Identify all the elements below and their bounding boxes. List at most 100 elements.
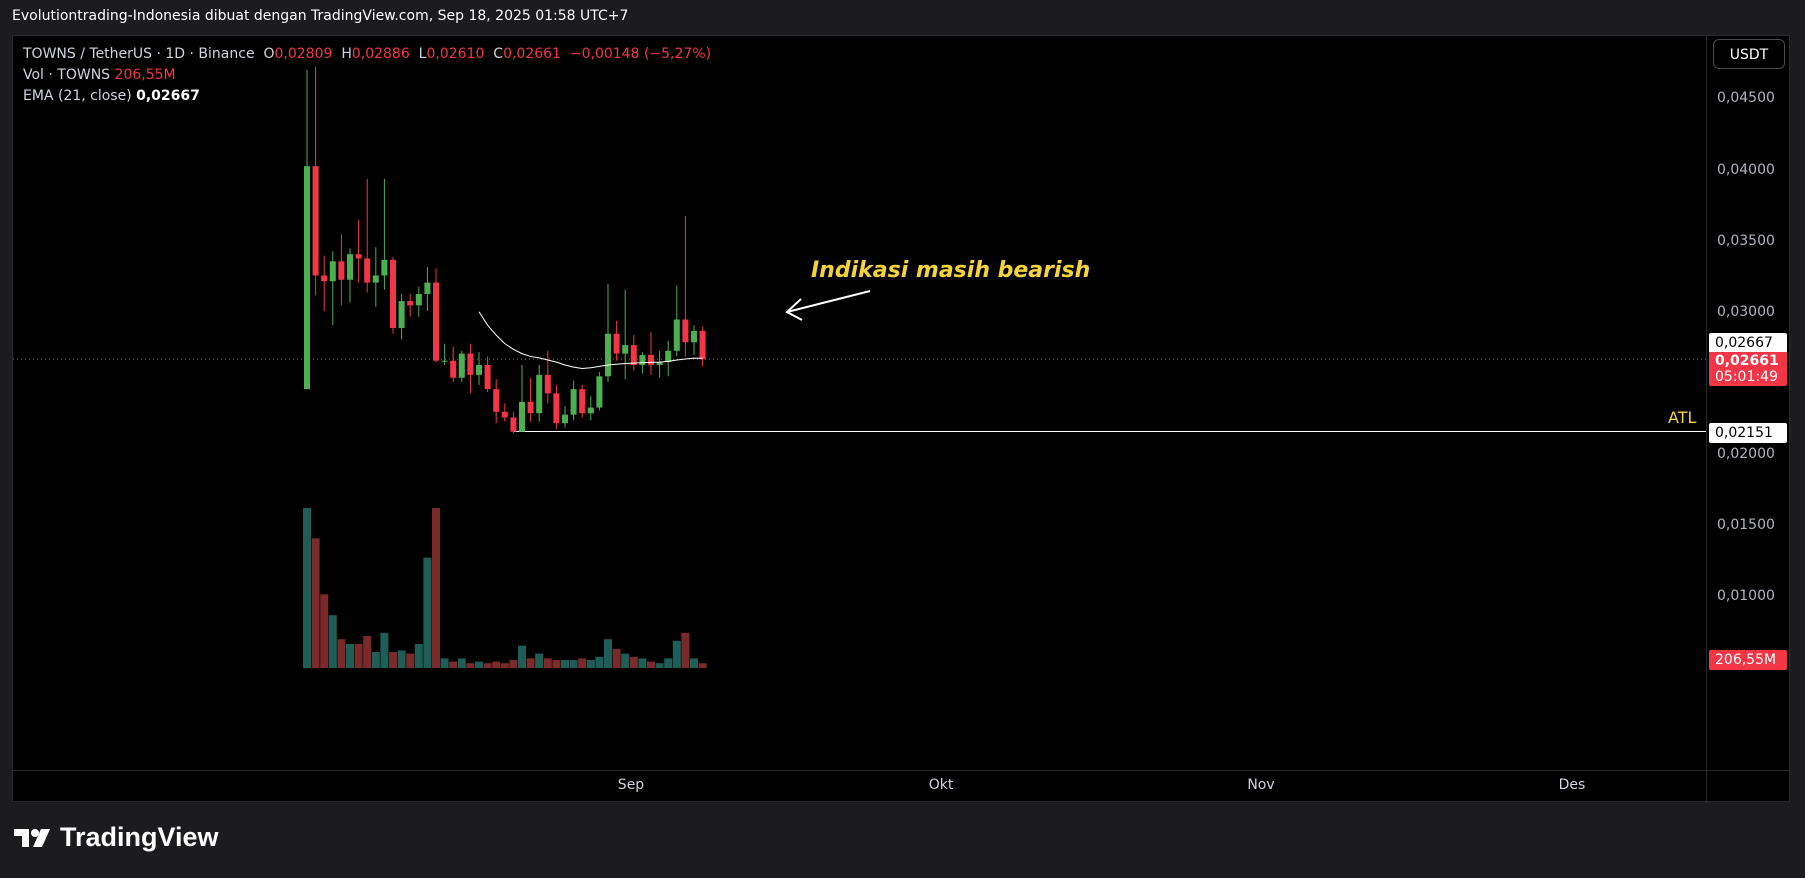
candle[interactable] — [450, 346, 457, 383]
candle[interactable] — [424, 266, 431, 311]
chart-frame[interactable]: TOWNS / TetherUS · 1D · Binance O0,02809… — [12, 35, 1791, 803]
volume-bar — [690, 658, 698, 668]
candle[interactable] — [433, 268, 439, 363]
candle[interactable] — [665, 340, 672, 377]
tradingview-logo-text: TradingView — [60, 822, 219, 852]
candle-body — [484, 364, 491, 390]
candle[interactable] — [501, 403, 508, 422]
candle[interactable] — [347, 248, 353, 303]
candle[interactable] — [338, 234, 345, 306]
candle-body — [364, 258, 371, 283]
legend-vol-label[interactable]: Vol · TOWNS — [23, 67, 111, 83]
candle[interactable] — [587, 396, 594, 421]
candle[interactable] — [673, 285, 680, 357]
candle[interactable] — [699, 326, 706, 367]
candle[interactable] — [527, 377, 534, 422]
legend-volume-row: Vol · TOWNS 206,55M — [23, 65, 711, 86]
candle[interactable] — [355, 220, 362, 283]
annotation-arrow — [785, 290, 871, 321]
ema-price-tag: 0,02667 — [1709, 333, 1787, 353]
legend-change: −0,00148 (−5,27%) — [569, 46, 712, 62]
annotation-text[interactable]: Indikasi masih bearish — [811, 258, 1091, 283]
legend-symbol[interactable]: TOWNS / TetherUS · 1D · Binance — [23, 46, 255, 62]
candle[interactable] — [304, 69, 310, 390]
chart-legend: TOWNS / TetherUS · 1D · Binance O0,02809… — [23, 44, 711, 107]
candle-body — [630, 345, 637, 365]
ema-line[interactable] — [478, 311, 703, 370]
candle[interactable] — [536, 364, 543, 422]
candle[interactable] — [613, 320, 620, 361]
candle-body — [458, 353, 465, 378]
volume-bar — [414, 644, 423, 668]
legend-l-label: L — [418, 46, 427, 62]
legend-ema-row: EMA (21, close) 0,02667 — [23, 86, 711, 107]
candle[interactable] — [510, 411, 517, 434]
volume-bar — [406, 653, 415, 668]
price-tick: 0,01500 — [1717, 517, 1775, 533]
atl-label[interactable]: ATL — [1668, 408, 1697, 427]
legend-open: 0,02809 — [274, 46, 333, 62]
volume-bar — [638, 658, 647, 668]
candle-body — [304, 166, 310, 390]
candle-body — [501, 411, 508, 418]
legend-high: 0,02886 — [351, 46, 410, 62]
volume-bar — [389, 652, 397, 668]
volume-bar — [466, 663, 475, 668]
candle-body — [536, 374, 543, 414]
candle[interactable] — [648, 332, 654, 375]
candle[interactable] — [562, 406, 568, 428]
candle[interactable] — [381, 178, 388, 290]
candle[interactable] — [493, 379, 500, 424]
candle[interactable] — [329, 251, 336, 326]
currency-unit-button[interactable]: USDT — [1713, 39, 1785, 69]
volume-bar — [586, 660, 595, 668]
candle[interactable] — [372, 247, 379, 307]
candle-body — [639, 355, 646, 365]
candle-body — [596, 376, 603, 408]
volume-bar — [526, 658, 535, 668]
candle[interactable] — [630, 335, 637, 371]
candle-body — [433, 282, 439, 361]
candle[interactable] — [398, 293, 405, 340]
legend-ema-label[interactable]: EMA (21, close) — [23, 88, 132, 104]
candle[interactable] — [441, 343, 448, 365]
candle[interactable] — [570, 380, 577, 421]
candle[interactable] — [682, 215, 689, 357]
candle[interactable] — [390, 257, 396, 334]
candle[interactable] — [553, 384, 560, 429]
volume-bar — [612, 648, 621, 668]
time-tick: Sep — [617, 777, 645, 793]
candle[interactable] — [476, 352, 482, 385]
candle[interactable] — [407, 293, 414, 317]
candle-body — [329, 261, 336, 282]
candle-body — [372, 275, 379, 283]
candle-body — [527, 401, 534, 414]
candlestick-chart[interactable] — [13, 36, 1791, 803]
candle[interactable] — [312, 66, 319, 296]
candle[interactable] — [622, 289, 629, 380]
candle-body — [656, 362, 663, 365]
candle[interactable] — [467, 343, 474, 394]
candle[interactable] — [415, 286, 422, 317]
arrow-head — [785, 298, 803, 321]
volume-bar — [346, 644, 354, 668]
candle[interactable] — [484, 356, 491, 392]
candle[interactable] — [605, 284, 611, 382]
candle-body — [424, 282, 431, 294]
price-scale-border — [1706, 36, 1707, 803]
tradingview-logo[interactable]: TradingView — [14, 822, 219, 853]
candle[interactable] — [364, 178, 371, 293]
candle[interactable] — [596, 372, 603, 411]
candle[interactable] — [458, 350, 465, 382]
candle[interactable] — [656, 350, 663, 378]
candle[interactable] — [579, 384, 586, 418]
volume-bar — [440, 658, 449, 668]
volume-bar — [500, 663, 509, 668]
candle[interactable] — [519, 364, 525, 432]
tradingview-logo-icon — [14, 828, 50, 847]
volume-bar — [311, 538, 320, 668]
candle[interactable] — [321, 255, 328, 311]
volume-bar — [543, 658, 552, 668]
legend-c-label: C — [493, 46, 504, 62]
candle[interactable] — [691, 325, 697, 356]
